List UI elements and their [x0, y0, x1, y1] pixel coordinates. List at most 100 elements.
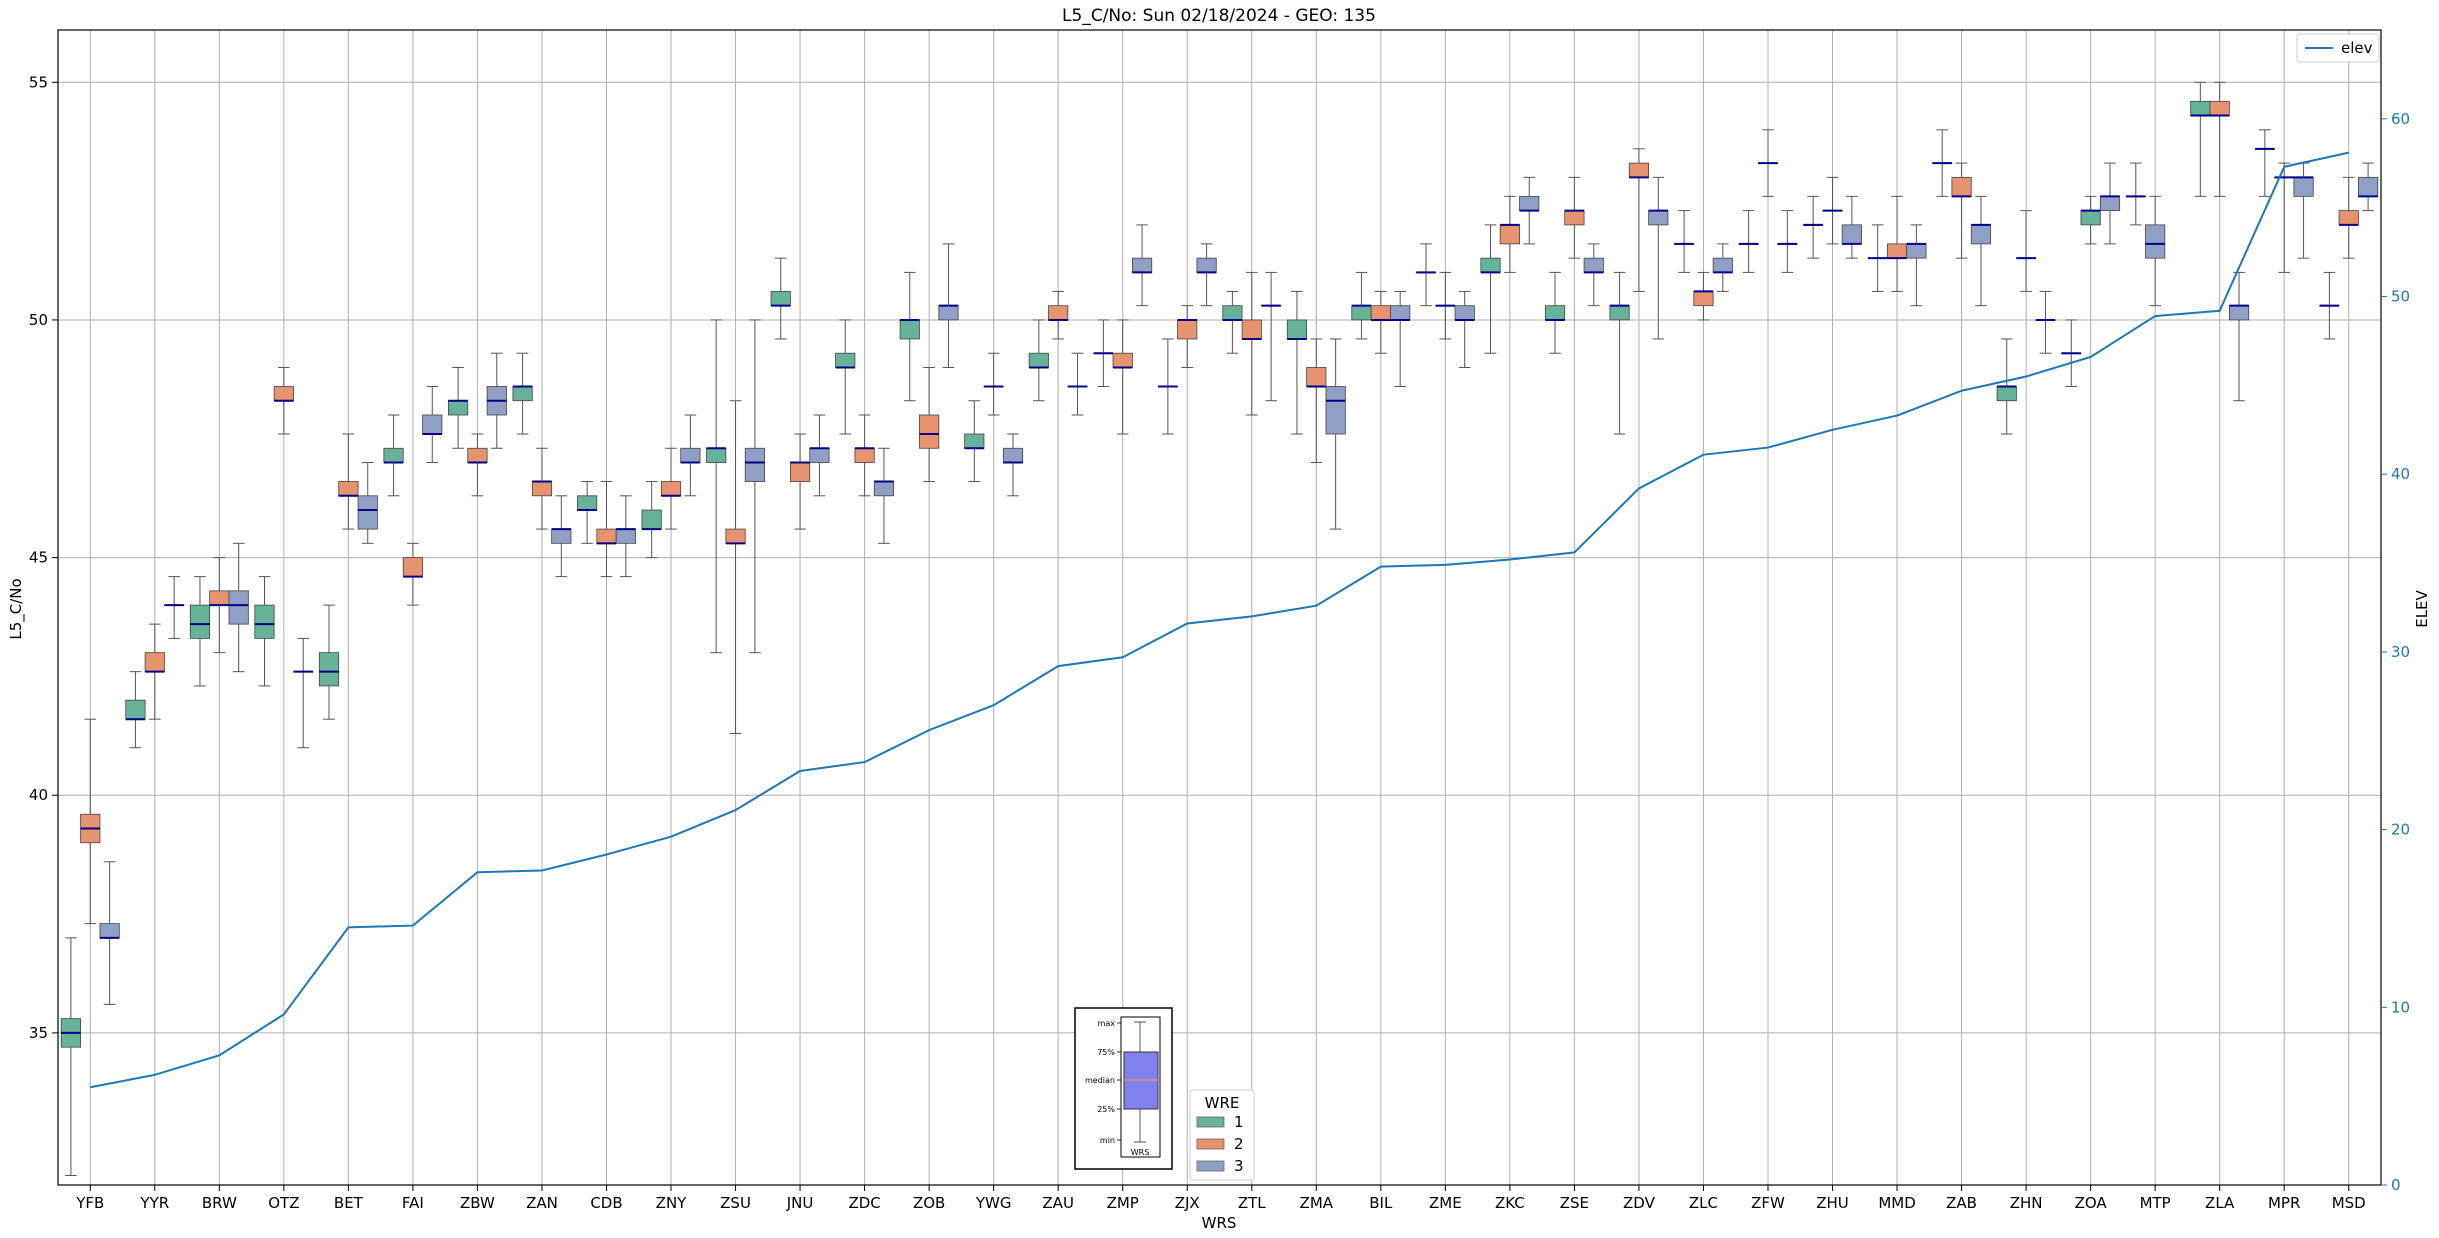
box-body — [357, 495, 378, 530]
box-body — [1628, 162, 1650, 178]
box-zhn-1 — [1996, 338, 2017, 435]
x-tick-label: ZHN — [2010, 1194, 2043, 1212]
box-zny-3 — [680, 414, 701, 497]
wre-legend-label-2: 2 — [1234, 1135, 1244, 1153]
box-zob-2 — [919, 366, 940, 483]
x-tick-label: MMD — [1878, 1194, 1915, 1212]
grid — [58, 30, 2381, 1185]
box-body — [873, 481, 895, 497]
box-body — [680, 447, 701, 463]
box-zsu-3 — [744, 319, 765, 654]
box-zla-2 — [2209, 81, 2230, 197]
box-layer — [60, 81, 2379, 1176]
box-cdb-2 — [596, 481, 617, 578]
box-zab-3 — [1970, 195, 1992, 307]
box-body — [899, 319, 920, 340]
box-zob-3 — [938, 243, 959, 368]
box-zjx-1 — [1157, 338, 1178, 435]
x-tick-label: ZME — [1429, 1194, 1462, 1212]
x-tick-label: ZAB — [1946, 1194, 1977, 1212]
box-body — [615, 528, 636, 544]
box-ywg-3 — [983, 352, 1004, 416]
x-tick-label: YYR — [139, 1194, 169, 1212]
box-zme-3 — [1454, 290, 1475, 368]
box-body — [422, 414, 443, 435]
x-tick-label: BIL — [1369, 1194, 1393, 1212]
x-tick-label: YWG — [975, 1194, 1012, 1212]
y-tick-label: 50 — [29, 311, 48, 329]
box-body — [1609, 305, 1630, 321]
box-zbw-3 — [486, 352, 507, 449]
box-mpr-3 — [2254, 129, 2275, 197]
box-zjx-3 — [1196, 243, 1217, 307]
box-body — [551, 528, 572, 544]
x-tick-label: ZAN — [526, 1194, 558, 1212]
box-zan-1 — [512, 352, 533, 435]
box-body — [1325, 386, 1346, 435]
box-body — [209, 590, 230, 606]
box-body — [1970, 224, 1992, 245]
x-tick-label: ZDC — [848, 1194, 880, 1212]
box-body — [1583, 257, 1604, 273]
x-tick-label: ZOA — [2075, 1194, 2108, 1212]
box-cdb-1 — [577, 481, 598, 544]
box-body — [383, 447, 404, 463]
box-body — [596, 528, 617, 544]
box-zla-1 — [2190, 81, 2211, 197]
y2-axis-title: ELEV — [2413, 589, 2431, 627]
wre-legend-swatch-3 — [1196, 1160, 1225, 1172]
box-body — [99, 923, 120, 939]
box-zjx-2 — [1177, 305, 1198, 368]
box-zse-3 — [1583, 243, 1604, 307]
box-body — [919, 414, 940, 449]
box-body — [512, 386, 533, 402]
box-otz-1 — [254, 576, 275, 687]
box-body — [577, 495, 598, 511]
box-body — [725, 528, 746, 544]
box-zan-2 — [531, 447, 553, 530]
box-yyr-3 — [164, 576, 185, 639]
box-body — [228, 590, 249, 625]
box-zau-1 — [1028, 319, 1049, 402]
box-jnu-3 — [809, 414, 830, 497]
box-zbw-2 — [467, 433, 488, 497]
box-zau-2 — [1048, 290, 1069, 340]
box-zme-1 — [1415, 243, 1437, 307]
box-msd-3 — [2319, 271, 2340, 340]
box-body — [964, 433, 985, 449]
wre-legend: WRE 1 2 3 — [1189, 1089, 1255, 1181]
box-bil-3 — [1390, 290, 1411, 387]
y2-tick-label: 60 — [2391, 110, 2410, 128]
box-yfb-1 — [60, 937, 81, 1176]
y-tick-label: 55 — [29, 73, 48, 91]
box-zoa-1 — [2080, 195, 2101, 245]
box-body — [1519, 195, 1540, 212]
x-tick-label: ZTL — [1238, 1194, 1266, 1212]
box-zoa-3 — [2061, 319, 2082, 387]
elev-legend: elev — [2296, 33, 2380, 63]
box-zkc-1 — [1480, 224, 1501, 354]
box-zma-1 — [1286, 290, 1308, 435]
box-body — [1112, 352, 1133, 368]
y2-tick-label: 40 — [2391, 465, 2410, 483]
box-mtp-3 — [2125, 162, 2146, 226]
box-zfw-3 — [1738, 210, 1759, 273]
box-zdc-1 — [835, 319, 856, 435]
box-body — [467, 447, 488, 463]
box-body — [660, 481, 682, 497]
box-body — [125, 699, 146, 720]
y-tick-label: 45 — [29, 549, 48, 567]
box-fai-3 — [422, 385, 443, 464]
box-fai-2 — [402, 542, 423, 606]
box-zfw-3 — [1777, 210, 1798, 273]
box-bet-2 — [338, 433, 359, 530]
y2-tick-label: 20 — [2391, 821, 2410, 839]
box-body — [1499, 224, 1520, 245]
wre-legend-label-3: 3 — [1234, 1157, 1244, 1175]
box-key: max 75% median 25% min WRS — [1074, 1007, 1173, 1170]
box-brw-2 — [209, 557, 230, 654]
box-body — [402, 557, 423, 578]
box-zau-3 — [1067, 352, 1088, 416]
box-body — [938, 305, 959, 321]
box-zse-2 — [1564, 176, 1585, 259]
